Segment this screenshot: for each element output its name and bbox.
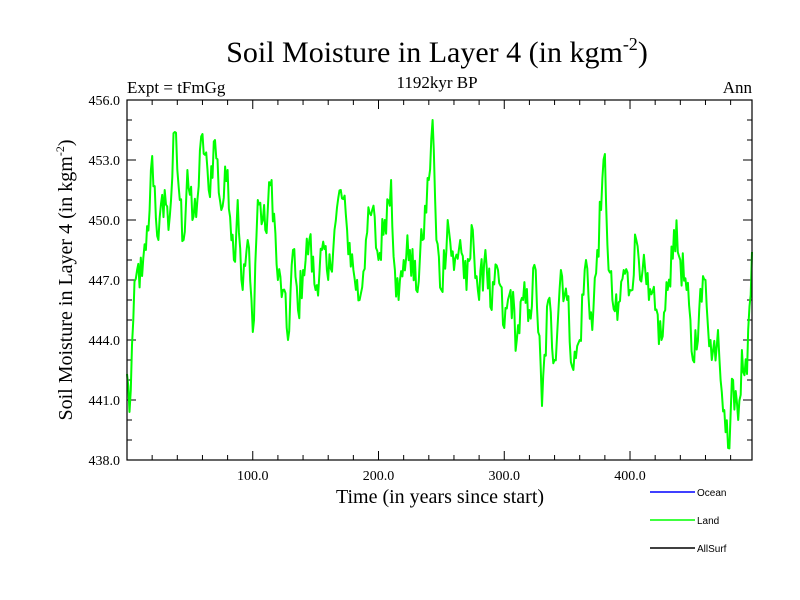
x-tick-label: 200.0 <box>363 469 395 484</box>
experiment-label: Expt = tFmGg <box>127 78 226 97</box>
plot-frame <box>126 99 753 461</box>
y-tick-label: 441.0 <box>89 394 121 409</box>
x-tick-label: 300.0 <box>489 469 521 484</box>
chart-title-close: ) <box>638 36 648 69</box>
y-axis-label: Soil Moisture in Layer 4 (in kgm-2) <box>53 139 77 420</box>
y-axis-label-superscript: -2 <box>53 146 67 156</box>
x-axis-label: Time (in years since start) <box>336 486 544 508</box>
y-axis: 438.0 441.0 444.0 447.0 450.0 453.0 456.0 <box>89 94 752 469</box>
series-line-land <box>126 119 753 450</box>
y-tick-label: 450.0 <box>89 214 121 229</box>
chart-title: Soil Moisture in Layer 4 (in kgm-2) <box>226 34 648 69</box>
chart-title-main: Soil Moisture in Layer 4 (in kgm <box>226 36 623 69</box>
season-label: Ann <box>723 78 753 97</box>
y-tick-label: 444.0 <box>89 334 121 349</box>
chart-subtitle: 1192kyr BP <box>396 73 477 92</box>
chart-title-superscript: -2 <box>623 34 638 54</box>
y-axis-label-close: ) <box>55 139 77 146</box>
legend-label-land: Land <box>697 516 719 527</box>
y-tick-label: 453.0 <box>89 154 121 169</box>
y-tick-label: 447.0 <box>89 274 121 289</box>
x-tick-label: 400.0 <box>614 469 646 484</box>
legend-label-allsurf: AllSurf <box>697 544 727 555</box>
x-tick-label: 100.0 <box>237 469 269 484</box>
legend-label-ocean: Ocean <box>697 488 726 499</box>
y-tick-label: 456.0 <box>89 94 121 109</box>
y-axis-label-main: Soil Moisture in Layer 4 (in kgm <box>55 156 77 421</box>
x-axis: 100.0 200.0 300.0 400.0 <box>151 100 732 484</box>
legend: Ocean Land AllSurf <box>650 488 727 555</box>
y-tick-label: 438.0 <box>89 454 121 469</box>
